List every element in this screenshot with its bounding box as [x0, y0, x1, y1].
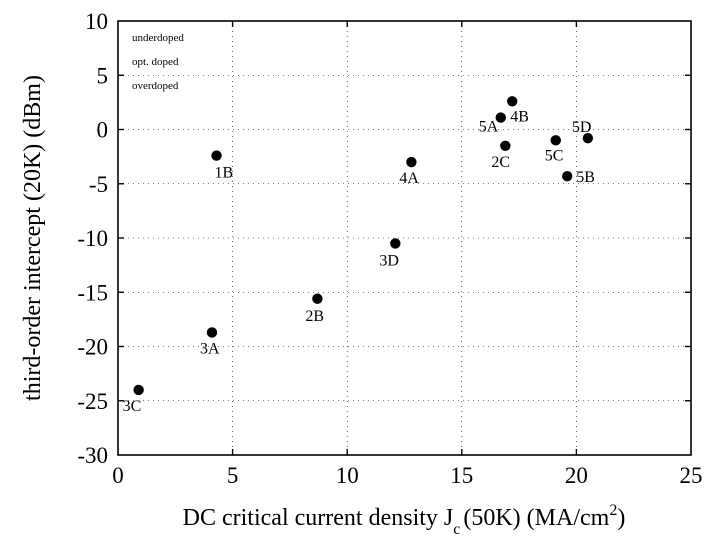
y-tick-label: -10 — [77, 226, 108, 251]
y-tick-label: 5 — [97, 63, 109, 88]
point-label-4a: 4A — [399, 170, 419, 187]
y-tick-label: -30 — [77, 443, 108, 468]
data-point-5a — [495, 112, 506, 123]
data-point-1b — [211, 150, 222, 161]
data-point-3d — [390, 238, 401, 249]
y-tick-label: 0 — [97, 118, 109, 143]
y-tick-label: -20 — [77, 335, 108, 360]
data-point-5b — [562, 170, 573, 182]
data-point-3a — [206, 327, 218, 338]
legend-entry-underdoped: underdoped — [132, 32, 184, 44]
point-label-5b: 5B — [576, 169, 595, 186]
point-label-5d: 5D — [572, 119, 592, 136]
grid-layer — [118, 21, 691, 455]
legend-entry-overdoped: overdoped — [132, 80, 179, 92]
x-tick-label: 25 — [680, 463, 703, 488]
y-tick-label: -15 — [77, 280, 108, 305]
data-point-5c — [550, 135, 561, 146]
point-label-5c: 5C — [545, 147, 564, 164]
legend: underdoped opt. doped overdoped — [132, 32, 184, 92]
data-point-3c — [133, 384, 144, 396]
point-label-2c: 2C — [491, 154, 510, 171]
legend-entry-opt-doped: opt. doped — [132, 56, 179, 68]
x-tick-label: 20 — [565, 463, 588, 488]
data-point-4b — [507, 96, 518, 107]
y-tick-label: 10 — [85, 9, 108, 34]
point-label-1b: 1B — [215, 165, 234, 182]
y-tick-label: -5 — [89, 172, 108, 197]
point-label-3d: 3D — [379, 252, 399, 269]
points-layer: 1B 2B 3A 3C 3D 4A 5A 4B 2C 5C 5D 5B — [123, 96, 595, 415]
x-tick-label: 5 — [227, 463, 239, 488]
x-tick-label: 10 — [336, 463, 359, 488]
data-point-2c — [500, 140, 511, 151]
y-tick-label: -25 — [77, 389, 108, 414]
data-point-2b — [312, 293, 323, 304]
point-label-3a: 3A — [200, 340, 220, 357]
y-axis-title: third-order intercept (20K) (dBm) — [20, 75, 46, 401]
point-label-5a: 5A — [479, 119, 499, 136]
x-axis-title: DC critical current density Jc (50K) (MA/… — [183, 502, 626, 538]
point-label-4b: 4B — [510, 108, 529, 125]
data-point-4a — [406, 156, 417, 168]
point-label-3c: 3C — [123, 398, 142, 415]
axis-ticks: 0 5 10 15 20 25 -30 -25 -20 -15 -10 -5 0 5 10 — [77, 9, 702, 488]
x-tick-label: 0 — [112, 463, 124, 488]
point-label-2b: 2B — [305, 308, 324, 325]
x-tick-label: 15 — [450, 463, 473, 488]
data-point-5d — [582, 132, 594, 144]
